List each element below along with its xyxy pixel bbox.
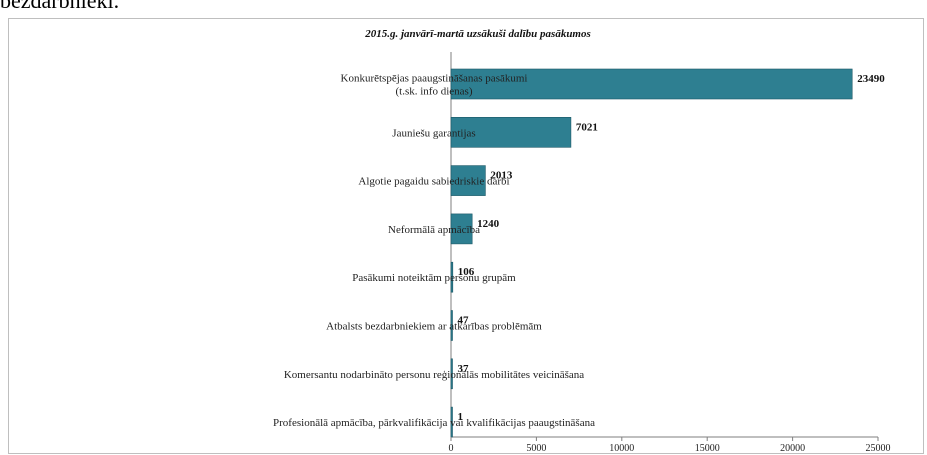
x-tick-label: 25000 [866, 443, 891, 454]
bar [450, 165, 486, 196]
category-label: Jauniešu garantijas [392, 127, 475, 139]
data-label: 23490 [857, 73, 885, 85]
preceding-text-fragment: bezdarbnieki. [0, 0, 120, 13]
x-tick-label: 15000 [695, 443, 720, 454]
category-label: Neformālā apmācība [388, 224, 480, 236]
data-label: 2013 [490, 170, 513, 182]
data-label: 47 [458, 315, 470, 327]
data-label: 1 [458, 411, 464, 423]
bar [450, 261, 454, 293]
bar [450, 68, 853, 100]
x-tick-label: 0 [449, 443, 454, 454]
category-label: Konkurētspējas paaugstināšanas pasākumi [341, 73, 528, 85]
bar [450, 213, 473, 245]
chart-bars [450, 68, 853, 438]
category-label: Pasākumi noteiktām personu grupām [352, 272, 516, 284]
data-label: 37 [458, 363, 470, 375]
data-label: 1240 [477, 218, 500, 230]
x-tick-label: 10000 [609, 443, 634, 454]
data-label: 106 [458, 266, 475, 278]
x-tick-label: 20000 [780, 443, 805, 454]
chart-value-labels: 23490 7021 2013 1240 106 47 37 1 [458, 73, 886, 423]
category-label: Algotie pagaidu sabiedriskie darbi [358, 176, 509, 188]
chart-title: 2015.g. janvārī-martā uzsākuši dalību pa… [364, 28, 591, 40]
bar [450, 310, 453, 341]
category-label: Komersantu nodarbināto personu reģionālā… [284, 369, 584, 381]
category-label: Profesionālā apmācība, pārkvalifikācija … [273, 417, 595, 429]
category-label: (t.sk. info dienas) [396, 86, 473, 98]
bar [450, 117, 572, 148]
category-label: Atbalsts bezdarbniekiem ar atkarības pro… [326, 321, 542, 333]
chart-x-ticks: 0 5000 10000 15000 20000 25000 [449, 437, 891, 454]
data-label: 7021 [576, 121, 598, 133]
chart-category-labels: Konkurētspējas paaugstināšanas pasākumi(… [273, 73, 595, 430]
x-tick-label: 5000 [526, 443, 546, 454]
bar [450, 406, 453, 438]
bar [450, 358, 453, 390]
